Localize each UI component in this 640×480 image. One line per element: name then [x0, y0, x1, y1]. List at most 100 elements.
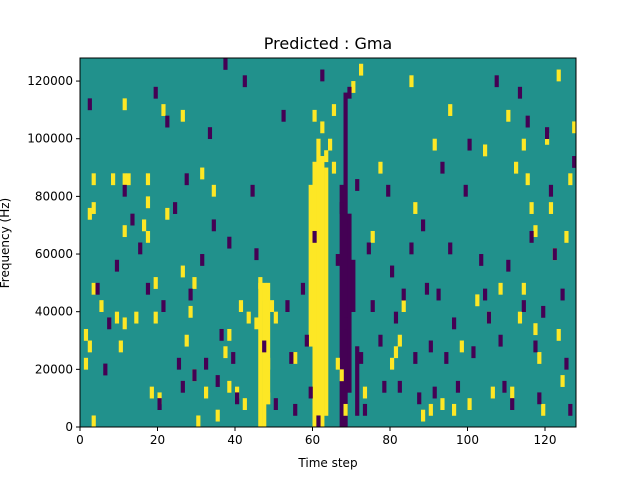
heatmap-cell-high: [145, 173, 151, 186]
heatmap-cell-high: [401, 300, 406, 312]
heatmap-cell-low: [502, 380, 507, 393]
heatmap-cell-high: [83, 328, 89, 341]
heatmap-cell-high: [328, 138, 333, 151]
x-tick-label: 120: [534, 433, 557, 447]
heatmap-cell-low: [467, 138, 472, 151]
heatmap-cell-high: [432, 138, 437, 151]
heatmap-cell-low: [393, 311, 399, 324]
heatmap-cell-high: [362, 386, 368, 399]
heatmap-cell-high: [91, 415, 96, 428]
heatmap-cell-low: [153, 86, 158, 99]
heatmap-cell-low: [339, 184, 344, 428]
heatmap-cell-high: [122, 225, 127, 238]
heatmap-cell-low: [560, 288, 565, 301]
heatmap-cell-high: [548, 202, 554, 214]
heatmap-cell-high: [525, 173, 530, 186]
heatmap-cell-low: [215, 375, 220, 387]
heatmap-cell-low: [343, 317, 348, 330]
heatmap-cell-high: [227, 328, 232, 341]
y-tick-label: 0: [65, 420, 73, 434]
heatmap-cell-low: [537, 392, 542, 405]
heatmap-cell-high: [448, 104, 453, 116]
heatmap-cell-high: [351, 81, 356, 93]
heatmap-cell-low: [455, 380, 461, 393]
heatmap-cell-low: [285, 300, 290, 312]
heatmap-cell-low: [506, 259, 511, 272]
heatmap-cell-low: [188, 288, 193, 301]
heatmap-cell-high: [378, 161, 383, 174]
heatmap-cell-high: [312, 109, 317, 122]
heatmap-cell-low: [397, 380, 402, 393]
heatmap-cell-high: [242, 398, 247, 410]
heatmap-cell-high: [192, 277, 197, 289]
heatmap-cell-high: [254, 317, 259, 330]
heatmap-cell-high: [514, 161, 519, 174]
heatmap-cell-low: [335, 254, 340, 266]
heatmap-cell-low: [390, 265, 395, 278]
heatmap-cell-low: [320, 69, 325, 82]
heatmap-cell-high: [87, 340, 92, 353]
heatmap-cell-high: [153, 277, 158, 289]
y-tick-label: 40000: [35, 305, 73, 319]
heatmap-cell-low: [463, 184, 468, 197]
heatmap-cell-low: [87, 98, 92, 111]
heatmap-cell-low: [568, 403, 573, 416]
heatmap-cell-low: [498, 334, 503, 347]
heatmap-cell-low: [382, 380, 387, 393]
heatmap-cell-low: [95, 282, 100, 295]
heatmap-cell-high: [122, 98, 127, 111]
heatmap-cell-low: [173, 202, 178, 214]
heatmap-cell-high: [262, 288, 267, 301]
plot-area: [80, 58, 577, 428]
heatmap-cell-high: [359, 63, 364, 76]
heatmap-cell-high: [393, 346, 399, 359]
heatmap-cell-high: [215, 409, 220, 422]
heatmap-cell-high: [560, 375, 565, 387]
heatmap-cell-low: [362, 403, 368, 416]
heatmap-cell-low: [347, 86, 352, 99]
heatmap-cell-high: [258, 277, 263, 289]
heatmap-cell-high: [390, 357, 395, 370]
heatmap-cell-high: [184, 334, 189, 347]
heatmap-cell-high: [339, 369, 344, 382]
heatmap-cell-high: [180, 109, 185, 122]
heatmap-cell-low: [254, 248, 259, 261]
heatmap-cell-high: [223, 346, 228, 359]
y-tick-label: 100000: [27, 132, 73, 146]
heatmap-cell-low: [103, 363, 108, 376]
heatmap-cell-high: [564, 230, 569, 243]
heatmap-cell-high: [122, 173, 127, 186]
heatmap-cell-low: [564, 357, 569, 370]
heatmap-cell-low: [444, 352, 449, 364]
heatmap-cell-low: [479, 254, 484, 266]
heatmap-cell-low: [552, 248, 557, 261]
heatmap-cell-low: [440, 161, 445, 174]
heatmap-cell-low: [572, 156, 577, 168]
heatmap-cell-low: [138, 242, 143, 255]
heatmap-cell-low: [355, 179, 360, 191]
heatmap-cell-high: [498, 282, 503, 295]
heatmap-cell-low: [165, 115, 170, 128]
heatmap-cell-high: [180, 265, 185, 278]
heatmap-cell-high: [475, 294, 480, 307]
heatmap-cell-low: [428, 340, 433, 353]
heatmap-cell-high: [409, 75, 414, 88]
heatmap-cell-high: [370, 230, 375, 243]
heatmap-cell-low: [157, 398, 162, 410]
heatmap-cell-high: [188, 305, 193, 318]
heatmap-cell-high: [196, 415, 201, 428]
heatmap-cell-low: [231, 352, 236, 364]
heatmap-cell-high: [211, 184, 216, 197]
x-tick-label: 40: [227, 433, 242, 447]
heatmap-cell-high: [506, 109, 511, 122]
x-tick-label: 80: [382, 433, 397, 447]
axes-frame: [79, 57, 577, 428]
heatmap-cell-high: [413, 202, 418, 214]
heatmap-cell-low: [413, 352, 418, 364]
heatmap-cell-high: [320, 121, 325, 134]
heatmap-cell-low: [448, 242, 453, 255]
heatmap-cell-low: [293, 403, 298, 416]
heatmap-cell-low: [273, 398, 278, 410]
heatmap-cell-high: [293, 352, 298, 364]
heatmap-cell-low: [421, 219, 426, 232]
